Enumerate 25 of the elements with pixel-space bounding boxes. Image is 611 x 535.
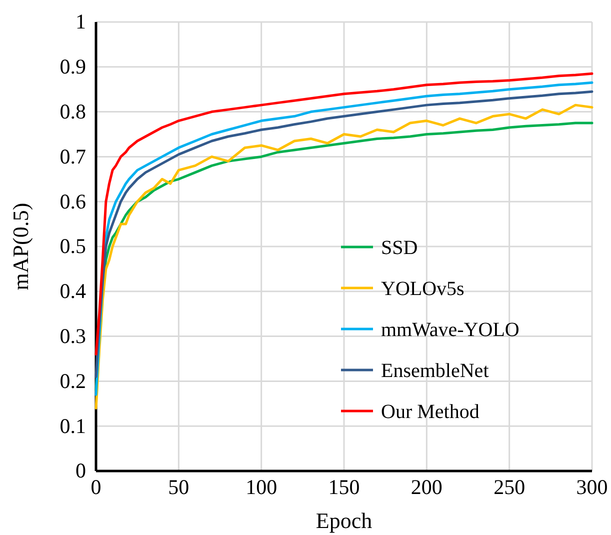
y-tick-label: 0.6 (60, 189, 86, 214)
legend-label: EnsembleNet (381, 360, 490, 382)
x-tick-label: 300 (576, 474, 608, 499)
y-tick-label: 0 (76, 458, 86, 483)
x-tick-label: 250 (494, 474, 526, 499)
x-tick-label: 200 (410, 474, 442, 499)
y-tick-label: 0.4 (60, 279, 86, 304)
y-tick-label: 0.8 (60, 100, 86, 124)
x-tick-label: 150 (328, 474, 360, 499)
legend-label: Our Method (381, 401, 480, 423)
y-axis-title: mAP(0.5) (8, 202, 33, 290)
y-tick-label: 0.3 (60, 324, 86, 348)
y-tick-label: 0.1 (60, 414, 86, 438)
x-tick-label: 0 (90, 474, 102, 499)
x-tick-label: 50 (168, 474, 190, 499)
y-tick-label: 1 (76, 10, 86, 34)
y-tick-label: 0.9 (60, 54, 86, 79)
legend-label: mmWave-YOLO (381, 319, 520, 341)
y-tick-label: 0.2 (60, 368, 86, 393)
y-tick-label: 0.7 (60, 144, 86, 168)
legend-label: SSD (381, 237, 418, 259)
x-tick-label: 100 (246, 474, 278, 499)
x-axis-title: Epoch (316, 508, 372, 533)
legend-label: YOLOv5s (381, 278, 465, 300)
y-tick-label: 0.5 (60, 234, 86, 258)
